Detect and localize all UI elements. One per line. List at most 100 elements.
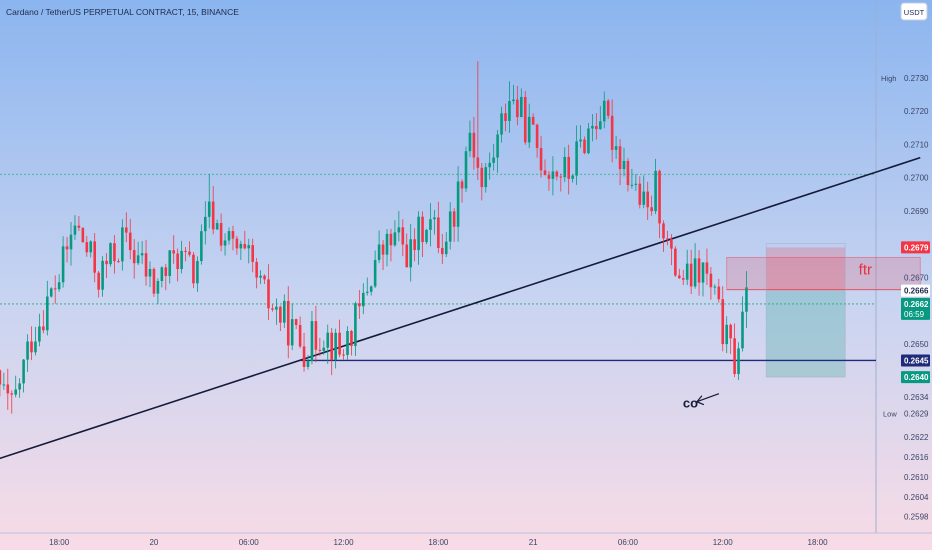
candle-body (275, 306, 278, 310)
candle-body (500, 113, 503, 135)
candle (456, 166, 460, 242)
candle (302, 332, 306, 372)
candle (666, 230, 669, 246)
candle-body (531, 116, 535, 125)
candle-body (575, 141, 578, 176)
candle (184, 247, 187, 262)
candle (350, 329, 353, 356)
candle (251, 238, 254, 273)
candle (468, 120, 472, 158)
current-price-countdown: 06:59 (904, 310, 925, 319)
candle (279, 305, 282, 332)
candle (480, 162, 484, 201)
candle (215, 219, 219, 231)
candle-body (721, 299, 725, 345)
candle (271, 304, 274, 312)
candle (369, 285, 373, 296)
candle-body (670, 239, 673, 249)
candle (69, 221, 73, 266)
candle (504, 103, 507, 132)
candle (57, 274, 61, 292)
candle-body (488, 162, 491, 168)
candle (437, 201, 440, 254)
candle-body (610, 115, 614, 150)
candle-body (693, 258, 697, 287)
candle-body (591, 125, 594, 129)
candle-body (685, 263, 689, 280)
candle (81, 227, 85, 243)
candle-body (263, 275, 266, 280)
candle-body (362, 292, 365, 307)
candle-body (674, 248, 677, 276)
candle (476, 61, 480, 181)
candle-body (188, 251, 191, 255)
candle (298, 316, 302, 349)
position-target-zone[interactable] (766, 290, 846, 378)
candle-body (271, 308, 274, 310)
candle-body (196, 261, 199, 284)
time-axis[interactable]: 18:00 20 06:00 12:00 18:00 21 06:00 12:00 18:00 (49, 538, 828, 547)
candle-body (433, 217, 436, 220)
drawing-lines-layer (0, 156, 921, 464)
candle-body (251, 245, 254, 262)
candle (725, 316, 728, 354)
candle (547, 170, 551, 191)
candle-body (132, 250, 136, 264)
candle-body (342, 354, 345, 356)
ftr-zone[interactable] (726, 256, 921, 291)
currency-button[interactable]: USDT (900, 2, 928, 21)
candle (488, 152, 491, 180)
candle-body (705, 262, 709, 274)
candle-body (160, 267, 164, 282)
candle-body (527, 116, 531, 143)
candle-body (354, 303, 357, 346)
trendline[interactable] (0, 156, 921, 464)
candle (737, 342, 740, 381)
candle-body (666, 238, 669, 240)
candle-body (444, 241, 448, 255)
candle-body (441, 247, 444, 255)
candle (500, 106, 503, 143)
currency-button-label: USDT (904, 8, 925, 17)
candle-body (89, 241, 93, 253)
candle-body (294, 319, 298, 325)
candle (520, 88, 523, 118)
time-tick-label: 21 (529, 538, 538, 547)
price-marker-badge (901, 241, 930, 254)
candle (745, 271, 748, 329)
price-marker-label: 0.2679 (904, 243, 929, 252)
candle-body (622, 160, 626, 170)
price-tick-label: 0.2610 (904, 473, 929, 482)
price-marker-label: 0.2645 (904, 356, 929, 365)
candle (587, 123, 590, 155)
candle (97, 271, 100, 298)
candle (674, 246, 677, 277)
price-axis[interactable]: 0.2720 0.2710 0.2700 0.2690 0.2670 0.2650 0.26… (881, 74, 930, 522)
candle (441, 233, 444, 264)
candle (136, 241, 140, 266)
candle (421, 211, 424, 257)
candle (121, 219, 124, 271)
zones-layer: ftr (726, 243, 921, 378)
candle (239, 240, 243, 260)
candle (622, 147, 626, 177)
candle-body (583, 139, 586, 154)
chart-title: Cardano / TetherUS PERPETUAL CONTRACT, 1… (6, 7, 239, 17)
candle-body (105, 260, 108, 265)
candle-body (543, 170, 547, 176)
candle (401, 219, 405, 257)
candle-body (492, 157, 495, 163)
candle (579, 125, 582, 148)
candle-body (658, 170, 661, 224)
ftr-label: ftr (859, 261, 872, 278)
candle (2, 372, 6, 390)
candle-body (429, 219, 432, 230)
candle (125, 212, 128, 243)
position-stop-zone[interactable] (766, 247, 846, 291)
annotation-arrowhead (695, 395, 705, 406)
candle (409, 224, 412, 282)
candle (49, 287, 53, 298)
candle-body (602, 100, 606, 122)
candle-body (504, 113, 507, 121)
